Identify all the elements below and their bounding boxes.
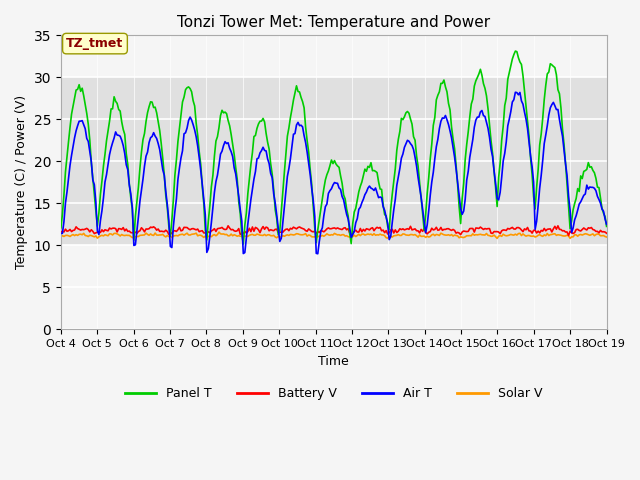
Title: Tonzi Tower Met: Temperature and Power: Tonzi Tower Met: Temperature and Power	[177, 15, 490, 30]
Y-axis label: Temperature (C) / Power (V): Temperature (C) / Power (V)	[15, 96, 28, 269]
X-axis label: Time: Time	[318, 355, 349, 368]
Bar	[61, 77, 607, 245]
Text: TZ_tmet: TZ_tmet	[67, 37, 124, 50]
Legend: Panel T, Battery V, Air T, Solar V: Panel T, Battery V, Air T, Solar V	[120, 383, 548, 406]
